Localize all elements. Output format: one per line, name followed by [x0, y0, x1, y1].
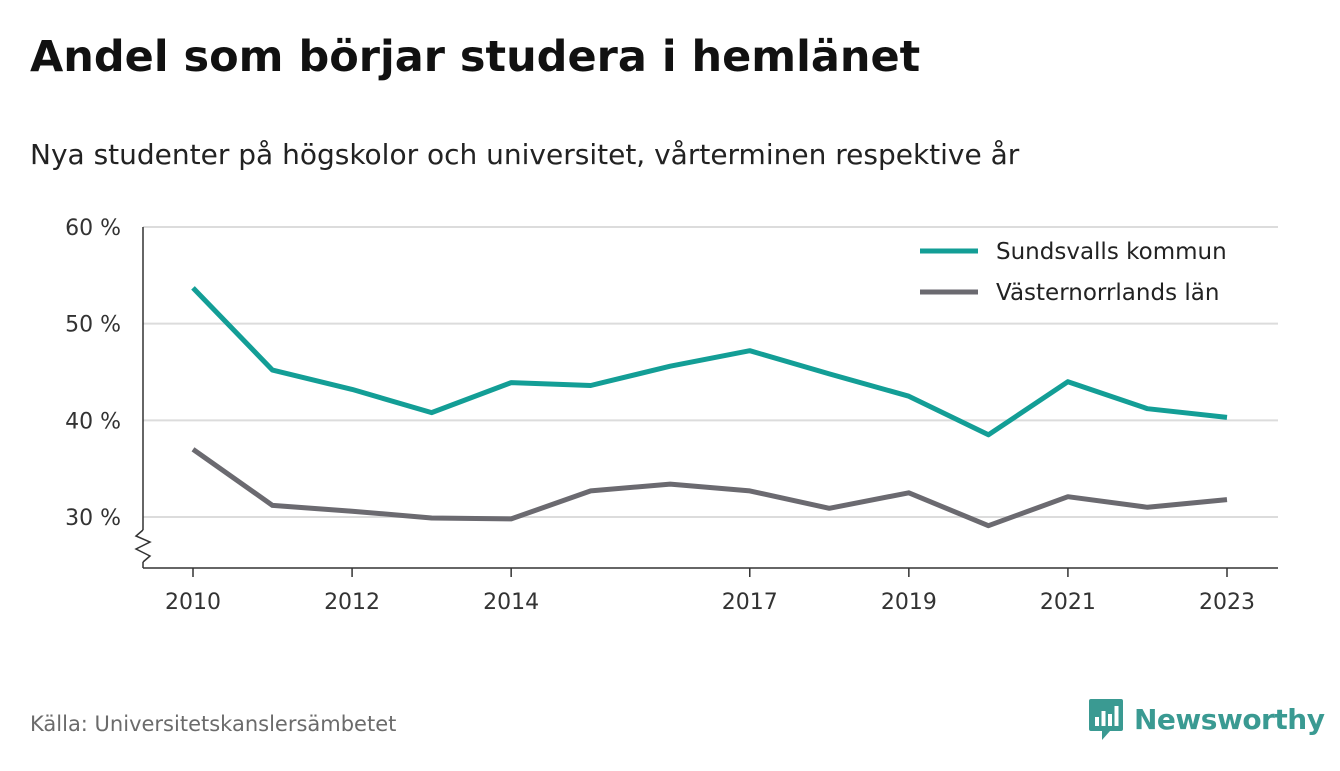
data-point: [827, 371, 832, 376]
y-tick-label: 60 %: [65, 216, 121, 241]
data-point: [509, 516, 514, 521]
data-point: [588, 383, 593, 388]
data-point: [906, 490, 911, 495]
data-point: [1225, 497, 1230, 502]
x-tick-label: 2012: [324, 590, 380, 615]
source-note: Källa: Universitetskanslersämbetet: [30, 712, 397, 736]
data-point: [906, 394, 911, 399]
x-tick-label: 2019: [881, 590, 937, 615]
data-point: [191, 285, 196, 290]
data-point: [1065, 379, 1070, 384]
brand-name: Newsworthy: [1134, 702, 1325, 736]
legend-label-2: Västernorrlands län: [996, 280, 1219, 306]
data-point: [350, 387, 355, 392]
y-tick-label: 40 %: [65, 409, 121, 434]
brand-logo[interactable]: Newsworthy: [1088, 697, 1325, 741]
data-point: [270, 503, 275, 508]
data-point: [747, 488, 752, 493]
axis-break-marker: [134, 529, 152, 563]
data-point: [1145, 505, 1150, 510]
x-tick-label: 2017: [722, 590, 778, 615]
gridlines: [143, 226, 1278, 518]
data-point: [668, 364, 673, 369]
y-tick-label: 50 %: [65, 313, 121, 338]
data-point: [827, 506, 832, 511]
data-point: [350, 509, 355, 514]
x-tick-label: 2010: [165, 590, 221, 615]
y-tick-label: 30 %: [65, 506, 121, 531]
chart-subtitle: Nya studenter på högskolor och universit…: [30, 138, 1020, 171]
line-chart: 30 % 40 % 50 % 60 % 2010 2012 2014 2017 2019 202…: [65, 216, 1278, 615]
data-point: [668, 482, 673, 487]
data-point: [1065, 494, 1070, 499]
data-point: [429, 516, 434, 521]
y-axis: 30 % 40 % 50 % 60 %: [65, 216, 152, 568]
data-point: [509, 380, 514, 385]
series-line-1: [191, 286, 1228, 438]
x-tick-label: 2021: [1040, 590, 1096, 615]
x-tick-label: 2023: [1199, 590, 1255, 615]
data-point: [1145, 406, 1150, 411]
data-point: [1225, 415, 1230, 420]
series-lines: [191, 285, 1230, 529]
series-line-2: [191, 447, 1228, 529]
data-point: [191, 447, 196, 452]
data-point: [747, 348, 752, 353]
chart-title: Andel som börjar studera i hemlänet: [30, 32, 921, 82]
newsworthy-logo-icon: [1089, 699, 1123, 740]
data-point: [270, 368, 275, 373]
data-point: [588, 488, 593, 493]
data-point: [986, 432, 991, 437]
data-point: [429, 410, 434, 415]
data-point: [986, 523, 991, 528]
x-tick-label: 2014: [483, 590, 539, 615]
legend: Sundsvalls kommun Västernorrlands län: [920, 239, 1227, 306]
legend-label-1: Sundsvalls kommun: [996, 239, 1227, 265]
x-axis: 2010 2012 2014 2017 2019 2021 2023: [143, 567, 1278, 615]
